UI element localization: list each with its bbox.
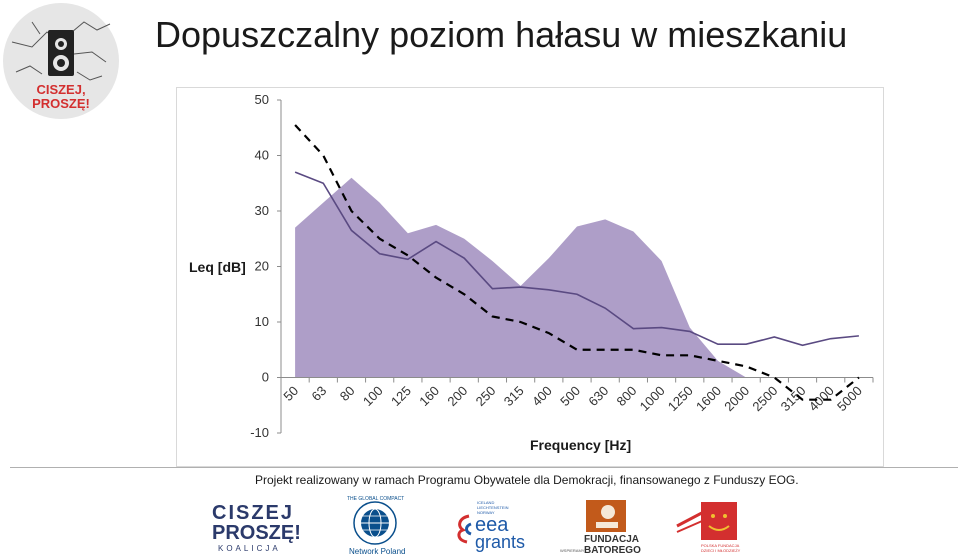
batory-line2: BATOREGO <box>584 545 641 556</box>
pfdim-line1: POLSKA FUNDACJA <box>701 543 740 548</box>
logo-text-line2: PROSZĘ! <box>32 96 90 111</box>
pfdim-emblem-icon <box>676 502 737 540</box>
batory-emblem <box>586 500 626 532</box>
x-tick-label: 1000 <box>637 383 668 414</box>
x-tick-label: 400 <box>529 383 555 409</box>
x-tick-label: 100 <box>360 383 386 409</box>
x-tick-label: 315 <box>501 383 527 409</box>
x-tick-label: 50 <box>280 383 301 404</box>
y-tick-label: -10 <box>250 425 269 440</box>
x-tick-label: 3150 <box>778 383 809 414</box>
logo-text-line1: CISZEJ, <box>36 82 85 97</box>
x-tick-label: 4000 <box>806 383 837 414</box>
eea-small2: LIECHTENSTEIN <box>477 505 509 510</box>
eea-flag-icon <box>457 514 472 544</box>
y-tick-label: 10 <box>255 314 269 329</box>
x-tick-label: 1250 <box>665 383 696 414</box>
ciszej-line1: CISZEJ <box>212 502 295 524</box>
un-globe-icon <box>353 501 397 545</box>
ciszej-line3: KOALICJA <box>218 544 281 553</box>
chart-x-axis-label: Frequency [Hz] <box>530 437 632 453</box>
ciszej-line2: PROSZĘ! <box>212 522 301 544</box>
sponsor-global-compact: THE GLOBAL COMPACT Network Poland <box>345 496 406 557</box>
global-compact-ring: THE GLOBAL COMPACT <box>347 496 405 502</box>
sponsor-pfdim: POLSKA FUNDACJA DZIECI I MŁODZIEŻY <box>675 500 745 555</box>
x-tick-label: 160 <box>416 383 442 409</box>
batory-line1: FUNDACJA <box>584 534 639 545</box>
x-tick-label: 630 <box>585 383 611 409</box>
series-area <box>295 177 747 378</box>
x-tick-label: 500 <box>557 383 583 409</box>
ciszej-prosze-logo: CISZEJ, PROSZĘ! <box>3 3 119 119</box>
footer-text: Projekt realizowany w ramach Programu Ob… <box>255 473 799 487</box>
sponsor-fundacja-batorego: WSPIERAMY FUNDACJA BATOREGO <box>560 500 641 557</box>
pfdim-line2: DZIECI I MŁODZIEŻY <box>701 548 741 553</box>
x-tick-label: 200 <box>444 383 470 409</box>
eea-word1: eea <box>475 514 509 536</box>
eea-small1: ICELAND <box>477 500 495 505</box>
footer-divider <box>10 467 958 468</box>
x-tick-label: 2000 <box>721 383 752 414</box>
x-tick-label: 250 <box>473 383 499 409</box>
series-dashed <box>294 124 860 401</box>
x-tick-label: 1600 <box>693 383 724 414</box>
y-tick-label: 0 <box>262 370 269 385</box>
x-tick-label: 800 <box>614 383 640 409</box>
y-tick-label: 30 <box>255 203 269 218</box>
x-tick-label: 63 <box>309 383 330 404</box>
eea-small3: NORWAY <box>477 510 495 515</box>
y-tick-label: 50 <box>255 92 269 107</box>
chart-y-axis-label: Leq [dB] <box>189 259 246 275</box>
x-tick-label: 5000 <box>834 383 865 414</box>
y-tick-label: 40 <box>255 148 269 163</box>
x-tick-label: 125 <box>388 383 414 409</box>
batory-small: WSPIERAMY <box>560 548 585 553</box>
batory-emblem-icon <box>596 505 618 528</box>
global-compact-caption: Network Poland <box>349 547 406 556</box>
eea-word2: grants <box>475 532 526 552</box>
sponsor-ciszej-koalicja: CISZEJ PROSZĘ! KOALICJA <box>210 500 301 555</box>
x-tick-label: 2500 <box>749 383 780 414</box>
page-title: Dopuszczalny poziom hałasu w mieszkaniu <box>155 14 848 55</box>
x-tick-label: 80 <box>337 383 358 404</box>
sponsor-eea-grants: ICELAND LIECHTENSTEIN NORWAY eea grants <box>455 500 525 555</box>
speaker-icon <box>48 30 74 76</box>
y-tick-label: 20 <box>255 259 269 274</box>
